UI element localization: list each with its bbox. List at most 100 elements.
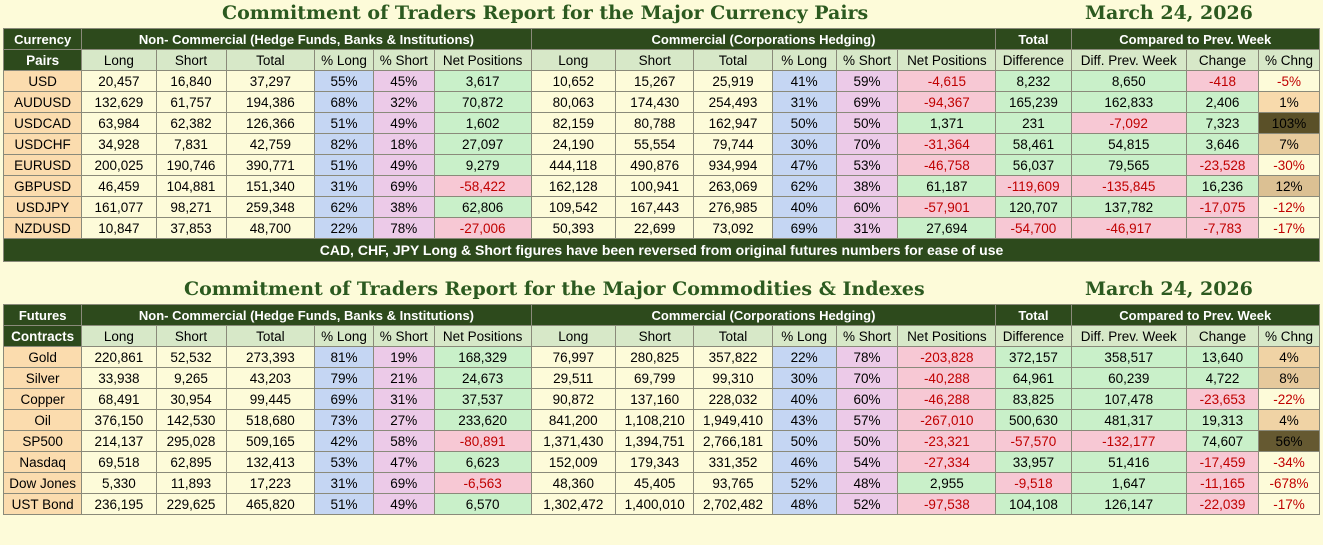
table-row: Oil 376,150 142,530 518,680 73% 27% 233,620 841…: [2, 409, 1320, 431]
cell-nc-long: 68,491: [81, 388, 157, 410]
column-header: % Short: [372, 325, 435, 347]
cell-name: EURUSD: [2, 154, 83, 176]
cell-nc-ps: 49%: [372, 112, 435, 134]
cell-c-short: 45,405: [615, 472, 695, 494]
cell-pct: -22%: [1258, 388, 1320, 410]
column-header: Short: [155, 49, 227, 71]
cell-nc-pl: 31%: [314, 175, 374, 197]
column-header: Short: [615, 325, 695, 347]
column-header: Change: [1185, 325, 1260, 347]
cell-pct: -17%: [1258, 493, 1320, 515]
cell-change: 74,607: [1185, 430, 1260, 452]
cell-pct: 1%: [1258, 91, 1320, 113]
commodities-compared-header: Compared to Prev. Week: [1070, 304, 1321, 326]
cell-c-net: 61,187: [897, 175, 997, 197]
column-header: Short: [155, 325, 227, 347]
cell-diff: 56,037: [995, 154, 1072, 176]
column-header: Difference: [995, 49, 1072, 71]
cell-nc-pl: 51%: [314, 154, 374, 176]
cell-nc-pl: 55%: [314, 70, 374, 92]
cell-c-short: 69,799: [615, 367, 695, 389]
cell-c-ps: 50%: [835, 430, 899, 452]
cell-diff-prev: 60,239: [1070, 367, 1187, 389]
cell-c-total: 93,765: [693, 472, 773, 494]
cell-diff-prev: 107,478: [1070, 388, 1187, 410]
cell-nc-short: 16,840: [155, 70, 227, 92]
commodities-report-date: March 24, 2026: [1085, 278, 1253, 300]
currency-report-title: Commitment of Traders Report for the Maj…: [222, 2, 869, 24]
cell-diff-prev: 79,565: [1070, 154, 1187, 176]
cell-diff-prev: 8,650: [1070, 70, 1187, 92]
currency-table: Currency Non- Commercial (Hedge Funds, B…: [2, 28, 1321, 262]
cell-c-ps: 60%: [835, 196, 899, 218]
cell-nc-total: 151,340: [225, 175, 316, 197]
cell-change: -17,459: [1185, 451, 1260, 473]
cell-diff: 165,239: [995, 91, 1072, 113]
cell-nc-long: 69,518: [81, 451, 157, 473]
cell-nc-net: 6,570: [433, 493, 532, 515]
cell-name: Silver: [2, 367, 83, 389]
table-row: Nasdaq 69,518 62,895 132,413 53% 47% 6,623 152,…: [2, 451, 1320, 473]
cell-nc-total: 43,203: [225, 367, 316, 389]
cell-nc-pl: 31%: [314, 472, 374, 494]
cell-change: 2,406: [1185, 91, 1260, 113]
cell-change: 19,313: [1185, 409, 1260, 431]
cell-c-long: 90,872: [530, 388, 617, 410]
cell-diff: 120,707: [995, 196, 1072, 218]
cell-c-total: 162,947: [693, 112, 773, 134]
cell-pct: 56%: [1258, 430, 1320, 452]
cell-nc-long: 63,984: [81, 112, 157, 134]
cell-nc-total: 48,700: [225, 217, 316, 239]
column-header: Change: [1185, 49, 1260, 71]
cell-c-ps: 53%: [835, 154, 899, 176]
cell-nc-ps: 78%: [372, 217, 435, 239]
cell-c-ps: 69%: [835, 91, 899, 113]
cell-nc-total: 390,771: [225, 154, 316, 176]
cell-nc-pl: 22%: [314, 217, 374, 239]
cell-nc-total: 132,413: [225, 451, 316, 473]
cell-diff: -119,609: [995, 175, 1072, 197]
cell-nc-ps: 19%: [372, 346, 435, 368]
cell-pct: 4%: [1258, 346, 1320, 368]
cell-c-pl: 52%: [771, 472, 837, 494]
cell-diff: 231: [995, 112, 1072, 134]
cell-name: USDCAD: [2, 112, 83, 134]
column-header: Total: [225, 49, 316, 71]
cell-c-total: 331,352: [693, 451, 773, 473]
cell-nc-ps: 27%: [372, 409, 435, 431]
cell-nc-pl: 69%: [314, 388, 374, 410]
cell-name: Copper: [2, 388, 83, 410]
currency-total-header: Total: [995, 28, 1072, 50]
cell-diff-prev: 481,317: [1070, 409, 1187, 431]
cell-c-ps: 70%: [835, 367, 899, 389]
commodities-report-title: Commitment of Traders Report for the Maj…: [184, 278, 925, 300]
cell-diff-prev: 162,833: [1070, 91, 1187, 113]
cell-nc-ps: 21%: [372, 367, 435, 389]
cell-c-total: 2,766,181: [693, 430, 773, 452]
cell-c-net: -4,615: [897, 70, 997, 92]
cell-nc-net: -27,006: [433, 217, 532, 239]
cell-c-total: 1,949,410: [693, 409, 773, 431]
cell-c-pl: 50%: [771, 112, 837, 134]
cell-c-long: 10,652: [530, 70, 617, 92]
cell-nc-pl: 82%: [314, 133, 374, 155]
table-row: Copper 68,491 30,954 99,445 69% 31% 37,537 90,8…: [2, 388, 1320, 410]
cell-nc-total: 42,759: [225, 133, 316, 155]
cell-nc-pl: 62%: [314, 196, 374, 218]
cell-c-short: 137,160: [615, 388, 695, 410]
cell-pct: 7%: [1258, 133, 1320, 155]
cell-nc-long: 34,928: [81, 133, 157, 155]
cell-nc-pl: 51%: [314, 493, 374, 515]
column-header: Long: [81, 49, 157, 71]
cell-c-pl: 40%: [771, 196, 837, 218]
cell-nc-ps: 38%: [372, 196, 435, 218]
table-row: EURUSD 200,025 190,746 390,771 51% 49% 9,279 44…: [2, 154, 1320, 176]
cell-nc-total: 273,393: [225, 346, 316, 368]
cell-c-short: 167,443: [615, 196, 695, 218]
cell-c-pl: 41%: [771, 70, 837, 92]
table-row: NZDUSD 10,847 37,853 48,700 22% 78% -27,006 50,…: [2, 217, 1320, 239]
column-header: Long: [530, 49, 617, 71]
currency-group-sublabel: Pairs: [2, 49, 83, 71]
cell-nc-short: 61,757: [155, 91, 227, 113]
cell-nc-pl: 68%: [314, 91, 374, 113]
